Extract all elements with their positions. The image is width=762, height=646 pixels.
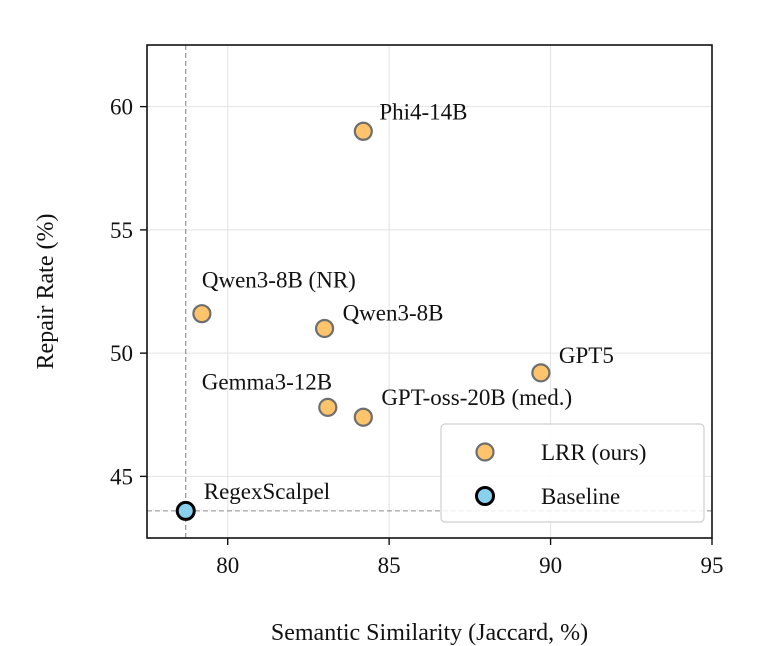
y-tick-label: 50 (110, 341, 133, 366)
plot-frame (146, 44, 713, 539)
point-label-qwen3-8b: Qwen3-8B (343, 300, 444, 325)
y-tick-label: 55 (110, 218, 133, 243)
legend-label: Baseline (541, 484, 620, 509)
y-axis-ticks: 45 50 55 60 (110, 95, 147, 489)
point-qwen3-8b-nr (192, 304, 212, 324)
point-label-gpt5: GPT5 (559, 343, 614, 368)
point-regexscalpel (175, 500, 196, 521)
legend-box (440, 423, 705, 523)
x-tick-label: 90 (539, 553, 562, 578)
x-tick-label: 95 (701, 553, 724, 578)
y-tick-label: 45 (110, 464, 133, 489)
point-gpt-oss-20b-med (353, 407, 373, 427)
point-qwen3-8b (314, 318, 335, 339)
point-label-gpt-oss-20b-med: GPT-oss-20B (med.) (381, 385, 572, 410)
x-tick-label: 85 (378, 553, 401, 578)
point-phi4-14b (353, 121, 373, 141)
point-label-phi4-14b: Phi4-14B (379, 99, 467, 124)
legend: LRR (ours) Baseline (440, 423, 705, 523)
x-axis-title: Semantic Similarity (Jaccard, %) (271, 620, 588, 646)
y-tick-label: 60 (110, 95, 133, 120)
point-label-qwen3-8b-nr: Qwen3-8B (NR) (202, 268, 356, 293)
x-tick-label: 80 (216, 553, 239, 578)
legend-marker-lrr-ours (475, 442, 495, 462)
point-gpt5 (531, 363, 551, 383)
y-axis-title: Repair Rate (%) (33, 214, 59, 370)
point-label-regexscalpel: RegexScalpel (204, 479, 330, 504)
x-axis-ticks: 80 85 90 95 (216, 538, 724, 578)
reference-lines (147, 45, 712, 538)
legend-label: LRR (ours) (541, 440, 646, 465)
point-labels: Phi4-14B Qwen3-8B (NR) Qwen3-8B GPT5 Gemma3-… (202, 99, 614, 504)
point-gemma3-12b (318, 397, 338, 417)
point-label-gemma3-12b: Gemma3-12B (202, 369, 332, 394)
data-points (175, 121, 551, 521)
legend-marker-baseline (475, 486, 495, 506)
